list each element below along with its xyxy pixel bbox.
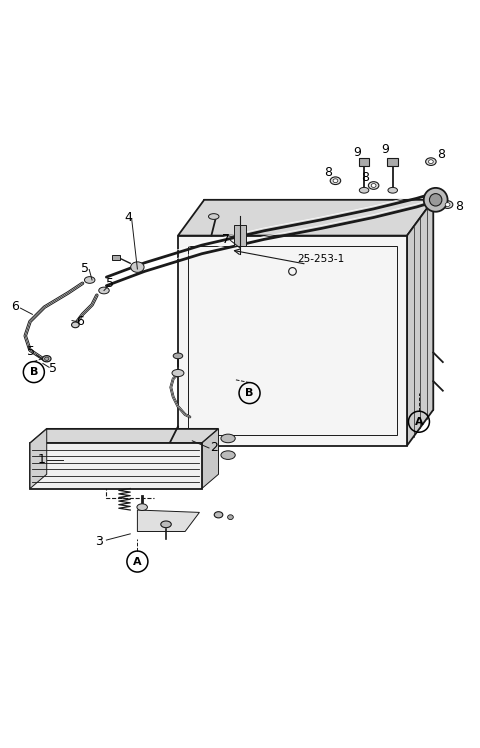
Text: 9: 9	[382, 143, 389, 156]
Ellipse shape	[131, 262, 144, 272]
Ellipse shape	[42, 355, 51, 362]
Polygon shape	[137, 510, 199, 532]
Text: 1: 1	[38, 453, 46, 467]
Ellipse shape	[45, 357, 49, 361]
Text: 5: 5	[81, 262, 89, 275]
Ellipse shape	[84, 277, 95, 283]
Text: B: B	[30, 367, 38, 377]
Text: 25-253-1: 25-253-1	[297, 254, 345, 265]
Polygon shape	[204, 200, 433, 410]
Ellipse shape	[333, 179, 338, 183]
Ellipse shape	[137, 504, 147, 510]
Polygon shape	[407, 200, 433, 446]
Ellipse shape	[445, 203, 450, 206]
Ellipse shape	[221, 434, 235, 443]
Ellipse shape	[99, 287, 109, 294]
Ellipse shape	[371, 183, 376, 188]
Ellipse shape	[172, 370, 184, 377]
Polygon shape	[30, 429, 47, 488]
Ellipse shape	[214, 512, 223, 518]
Polygon shape	[30, 444, 202, 488]
Ellipse shape	[388, 188, 397, 193]
Polygon shape	[178, 236, 407, 446]
Ellipse shape	[360, 188, 369, 193]
Text: 8: 8	[456, 200, 464, 213]
Bar	[112, 255, 120, 260]
Ellipse shape	[426, 158, 436, 165]
Ellipse shape	[330, 177, 341, 185]
Ellipse shape	[208, 214, 219, 219]
Text: 5: 5	[49, 362, 57, 375]
Circle shape	[430, 194, 442, 206]
Ellipse shape	[443, 200, 453, 209]
Text: 4: 4	[124, 211, 132, 224]
Text: 2: 2	[210, 441, 218, 455]
Bar	[387, 158, 398, 166]
Polygon shape	[202, 429, 218, 488]
Text: 8: 8	[361, 171, 369, 184]
Text: 6: 6	[76, 315, 84, 328]
Bar	[359, 158, 369, 166]
Ellipse shape	[72, 322, 79, 328]
Text: A: A	[415, 417, 423, 426]
Text: 8: 8	[324, 166, 332, 179]
Text: B: B	[245, 388, 254, 398]
Text: 3: 3	[96, 535, 103, 548]
Ellipse shape	[161, 521, 171, 527]
Ellipse shape	[429, 160, 433, 164]
Text: 6: 6	[11, 300, 19, 313]
Ellipse shape	[368, 182, 379, 189]
Circle shape	[424, 188, 447, 212]
Text: 8: 8	[437, 148, 445, 161]
Polygon shape	[30, 429, 218, 444]
Text: A: A	[133, 557, 142, 566]
Bar	[234, 224, 246, 245]
Text: 5: 5	[27, 345, 35, 358]
Ellipse shape	[228, 515, 233, 520]
Text: 5: 5	[106, 277, 114, 289]
Text: 7: 7	[222, 233, 230, 246]
Ellipse shape	[173, 353, 183, 359]
Polygon shape	[178, 200, 433, 236]
Ellipse shape	[221, 451, 235, 459]
Text: 9: 9	[353, 146, 361, 159]
